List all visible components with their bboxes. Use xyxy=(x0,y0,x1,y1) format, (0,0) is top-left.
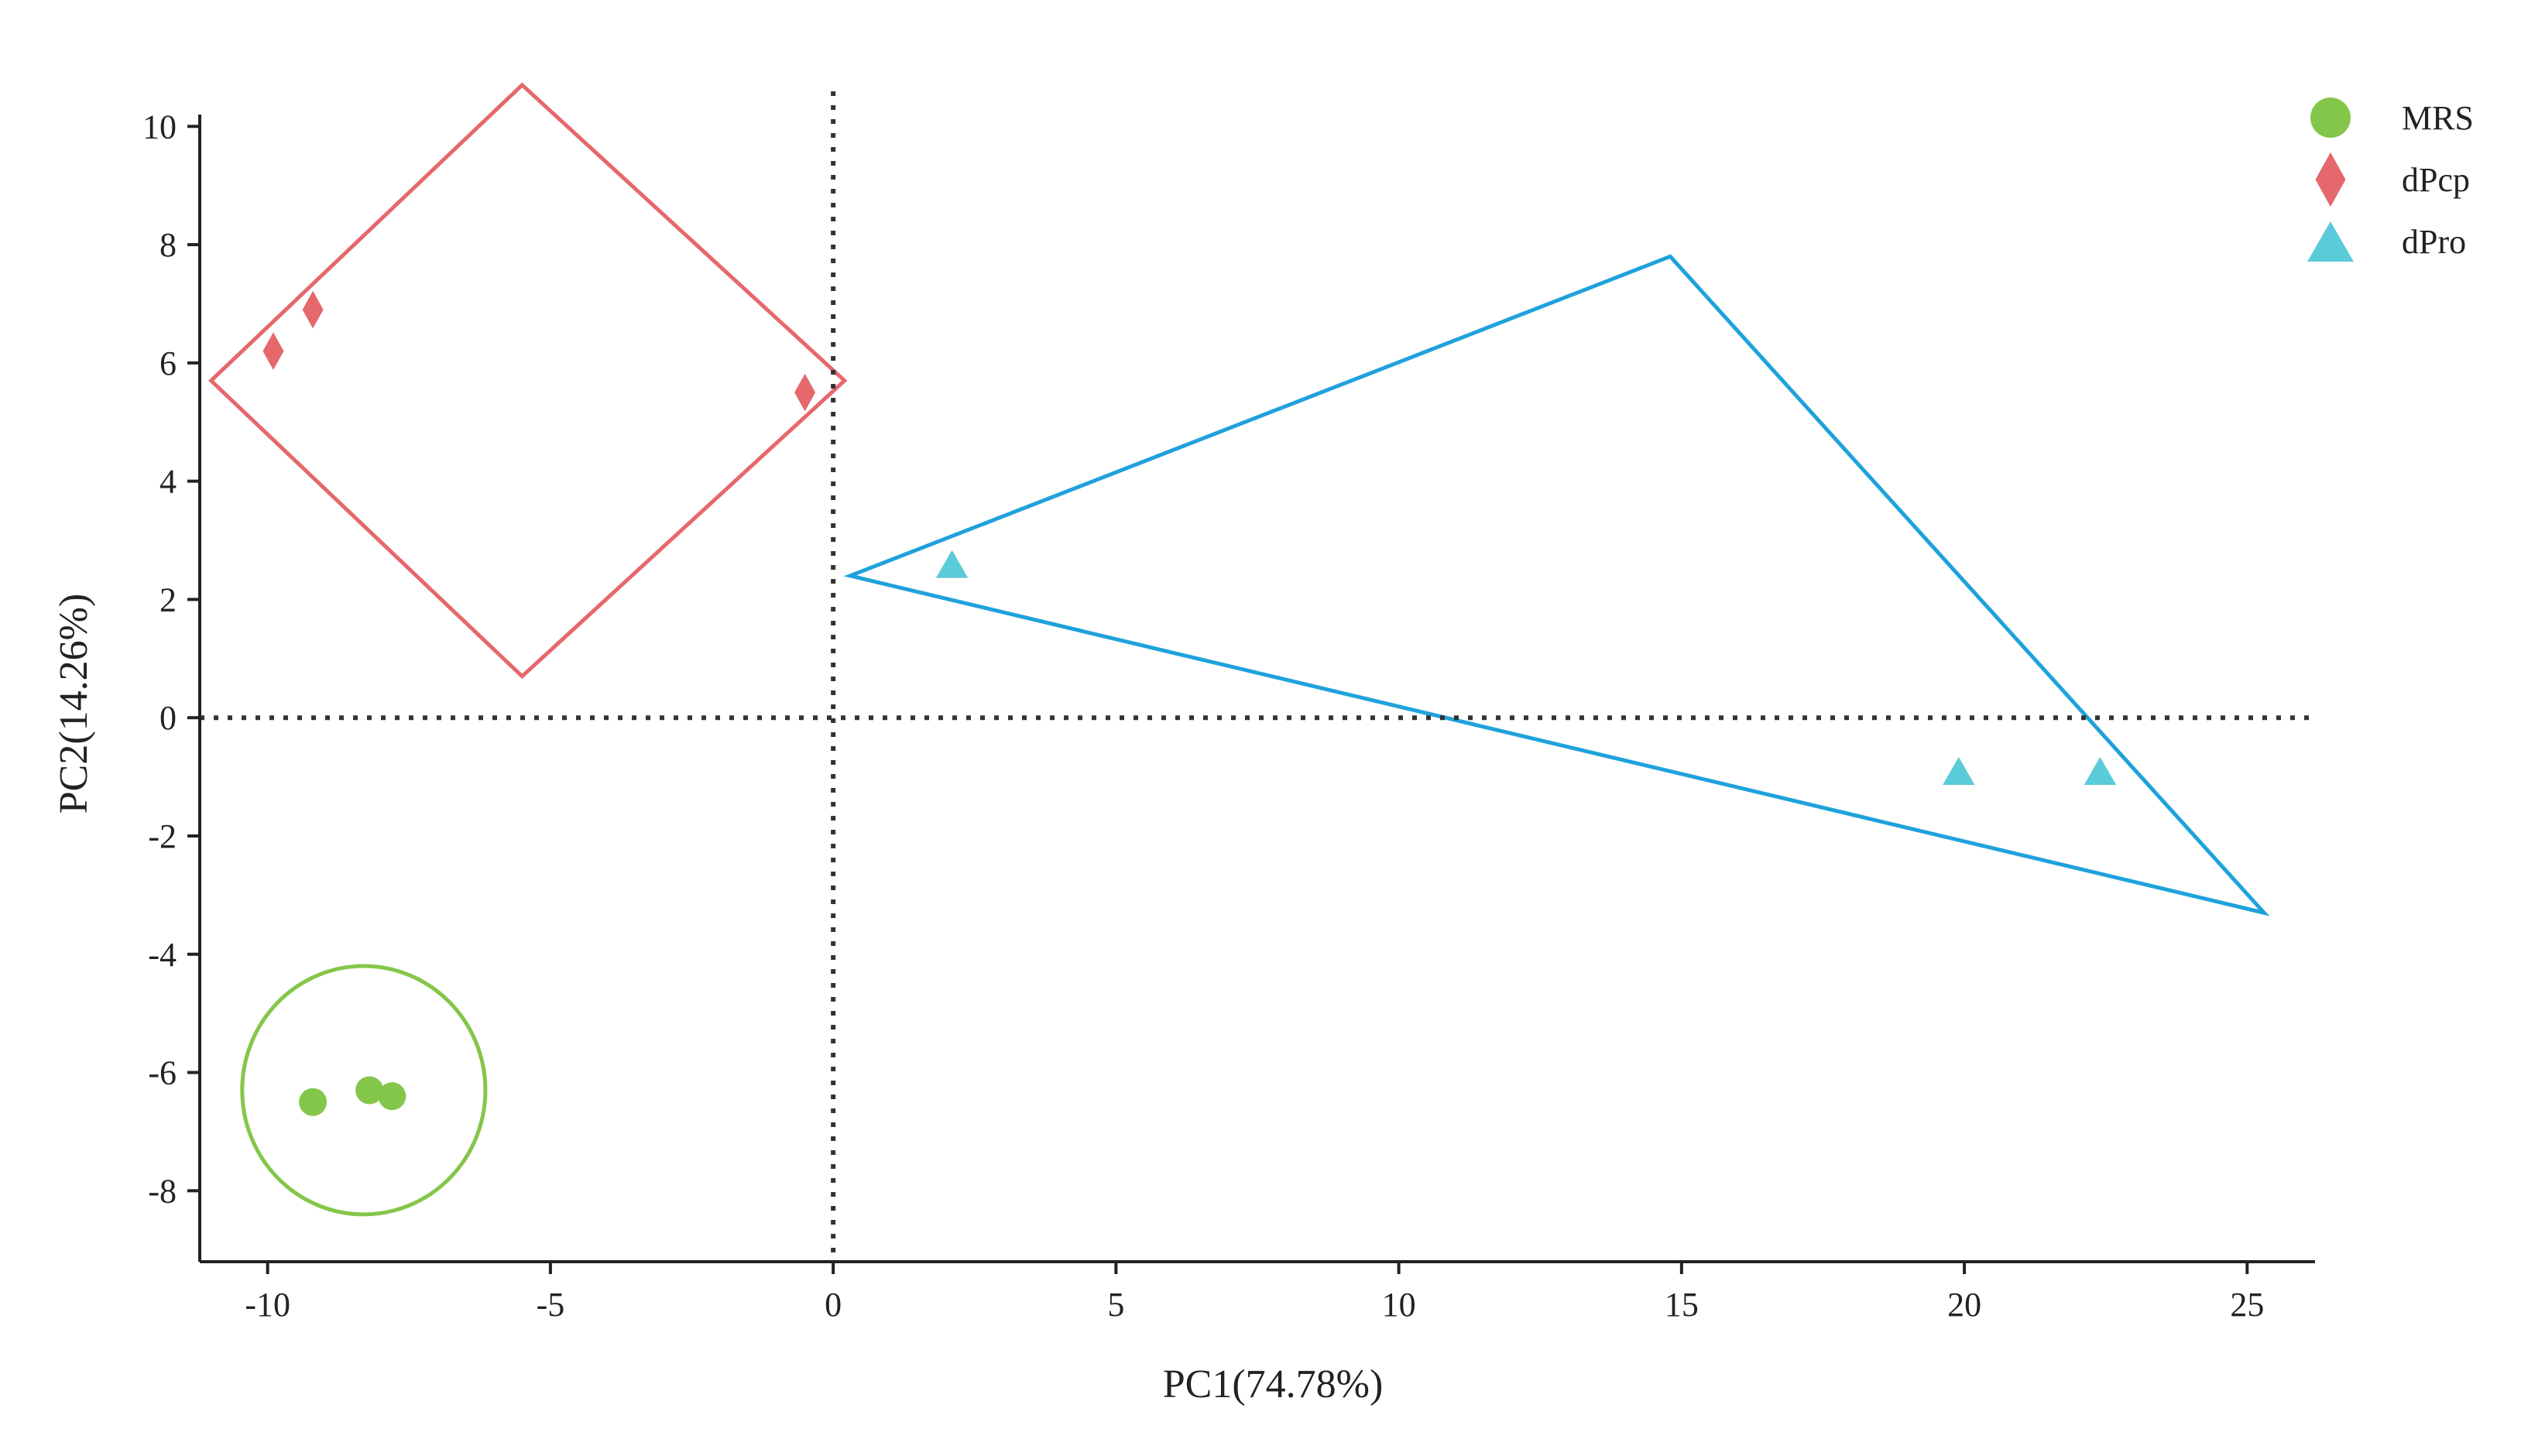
reference-lines xyxy=(200,91,2315,1262)
x-tick-label: 15 xyxy=(1665,1286,1699,1324)
point-dpcp xyxy=(794,373,816,412)
y-tick-label: -2 xyxy=(148,817,177,855)
hull-dpcp xyxy=(207,82,848,680)
data-points xyxy=(262,290,2117,1116)
x-tick-label: -5 xyxy=(537,1286,565,1324)
x-tick-label: 5 xyxy=(1107,1286,1124,1324)
y-tick-label: 4 xyxy=(159,463,177,501)
legend-marker-dpro xyxy=(2307,221,2354,262)
legend-marker-mrs xyxy=(2310,98,2351,138)
legend-label-dpro: dPro xyxy=(2402,223,2466,261)
y-tick-label: -6 xyxy=(148,1054,177,1092)
y-axis-title: PC2(14.26%) xyxy=(52,594,96,814)
x-tick-label: 25 xyxy=(2230,1286,2264,1324)
point-mrs xyxy=(378,1082,406,1111)
point-mrs xyxy=(355,1076,384,1105)
legend-label-dpcp: dPcp xyxy=(2402,161,2470,199)
point-dpcp xyxy=(262,332,284,370)
legend-label-mrs: MRS xyxy=(2402,99,2474,137)
legend: MRS dPcp dPro xyxy=(2307,98,2474,262)
y-tick-label: 6 xyxy=(159,344,177,382)
x-tick-label: 20 xyxy=(1947,1286,1981,1324)
group-hulls xyxy=(207,82,2270,1217)
y-tick-label: -4 xyxy=(148,936,177,974)
x-tick-label: 10 xyxy=(1382,1286,1416,1324)
axes: -8 -6 -4 -2 0 2 4 6 8 10 -10 -5 0 5 10 15 20 25 xyxy=(142,108,2315,1324)
y-tick-label: 10 xyxy=(142,108,177,146)
x-axis-title: PC1(74.78%) xyxy=(1163,1362,1384,1406)
point-dpro xyxy=(2084,756,2117,785)
point-dpro xyxy=(1943,756,1975,785)
x-tick-label: -10 xyxy=(245,1286,290,1324)
x-tick-label: 0 xyxy=(825,1286,842,1324)
legend-marker-dpcp xyxy=(2315,152,2346,207)
y-tick-label: 0 xyxy=(159,699,177,737)
y-tick-label: 2 xyxy=(159,581,177,618)
hull-mrs xyxy=(240,964,488,1217)
y-tick-label: 8 xyxy=(159,226,177,264)
point-mrs xyxy=(299,1088,328,1116)
y-tick-label: -8 xyxy=(148,1172,177,1210)
point-dpcp xyxy=(302,290,324,329)
hull-dpro xyxy=(843,254,2270,916)
point-dpro xyxy=(935,550,969,578)
